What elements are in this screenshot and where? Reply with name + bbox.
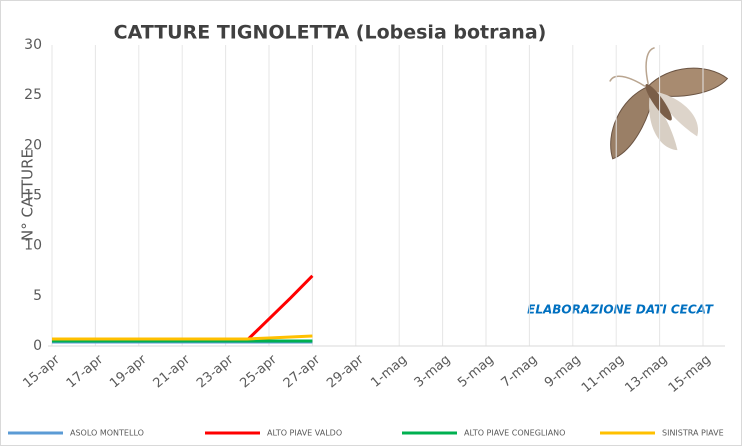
- y-axis-label: N° CATTURE: [19, 149, 37, 241]
- legend-label: ASOLO MONTELLO: [70, 429, 144, 438]
- legend-label: SINISTRA PIAVE: [662, 429, 724, 438]
- annotation: ELABORAZIONE DATI CECAT: [527, 303, 714, 317]
- legend-label: ALTO PIAVE CONEGLIANO: [464, 429, 565, 438]
- y-tick-label: 0: [33, 338, 42, 354]
- moth-illustration: [609, 47, 729, 160]
- legend-item: ASOLO MONTELLO: [8, 429, 144, 438]
- legend-item: ALTO PIAVE VALDO: [205, 429, 342, 438]
- y-tick-label: 25: [24, 87, 42, 103]
- legend-label: ALTO PIAVE VALDO: [267, 429, 342, 438]
- y-tick-label: 5: [33, 288, 42, 304]
- legend-item: ALTO PIAVE CONEGLIANO: [402, 429, 565, 438]
- data-line: [52, 334, 313, 341]
- y-tick-label: 15: [24, 188, 42, 204]
- chart-title: CATTURE TIGNOLETTA (Lobesia botrana): [114, 22, 547, 44]
- y-tick-label: 30: [24, 37, 42, 53]
- legend-item: SINISTRA PIAVE: [600, 429, 724, 438]
- y-tick-label: 10: [24, 238, 42, 254]
- y-tick-label: 20: [24, 137, 42, 153]
